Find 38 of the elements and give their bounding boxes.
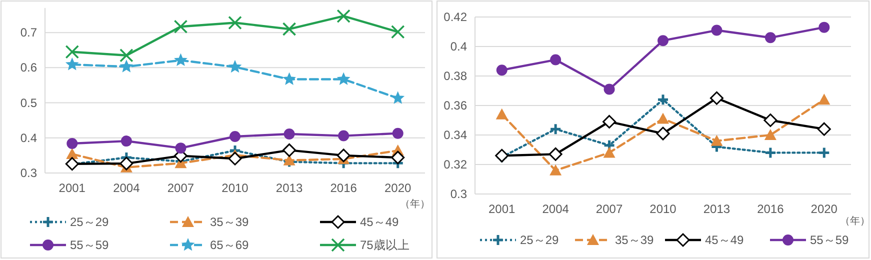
y-tick-label: 0.6: [20, 60, 38, 75]
x-tick-label: 2016: [757, 202, 784, 216]
x-tick-label: 2007: [167, 181, 194, 195]
x-tick-label: 2010: [222, 181, 249, 195]
text: （年）: [400, 198, 430, 210]
legend-label: 55～59: [810, 233, 850, 247]
y-tick-label: 0.4: [20, 130, 38, 145]
legend-label: 55～59: [70, 238, 110, 252]
y-tick-label: 0.42: [444, 10, 468, 24]
legend-label: 45～49: [705, 233, 744, 247]
x-tick-label: 2001: [58, 181, 86, 195]
y-tick-label: 0.5: [20, 96, 38, 110]
legend-label: 45～49: [360, 215, 400, 229]
legend-label: 65～69: [210, 238, 250, 252]
legend-label: 35～39: [615, 233, 654, 247]
x-tick-label: 2004: [113, 181, 140, 195]
x-tick-label: 2013: [703, 202, 730, 216]
y-tick-label: 0.34: [444, 128, 468, 142]
legend-label: 75歳以上: [360, 238, 410, 252]
y-tick-label: 0.36: [444, 98, 468, 112]
y-tick-label: 0.3: [450, 187, 468, 201]
y-tick-label: 0.38: [444, 69, 468, 83]
y-tick-label: 0.3: [20, 166, 38, 180]
x-tick-label: 2020: [810, 202, 838, 216]
y-tick-label: 0.7: [20, 26, 38, 40]
legend-label: 35～39: [210, 215, 250, 229]
x-tick-label: 2010: [650, 202, 677, 216]
x-tick-label: 2007: [596, 202, 623, 216]
x-tick-label: 2004: [542, 202, 570, 216]
x-tick-label: 2013: [276, 181, 303, 195]
text: （年）: [840, 215, 870, 227]
x-tick-label: 2001: [488, 202, 516, 216]
y-tick-label: 0.4: [450, 40, 468, 54]
x-tick-label: 2020: [384, 181, 412, 195]
x-tick-label: 2016: [330, 181, 358, 195]
legend-label: 25～29: [70, 215, 110, 229]
legend-label: 25～29: [520, 233, 560, 247]
y-tick-label: 0.32: [444, 158, 468, 172]
